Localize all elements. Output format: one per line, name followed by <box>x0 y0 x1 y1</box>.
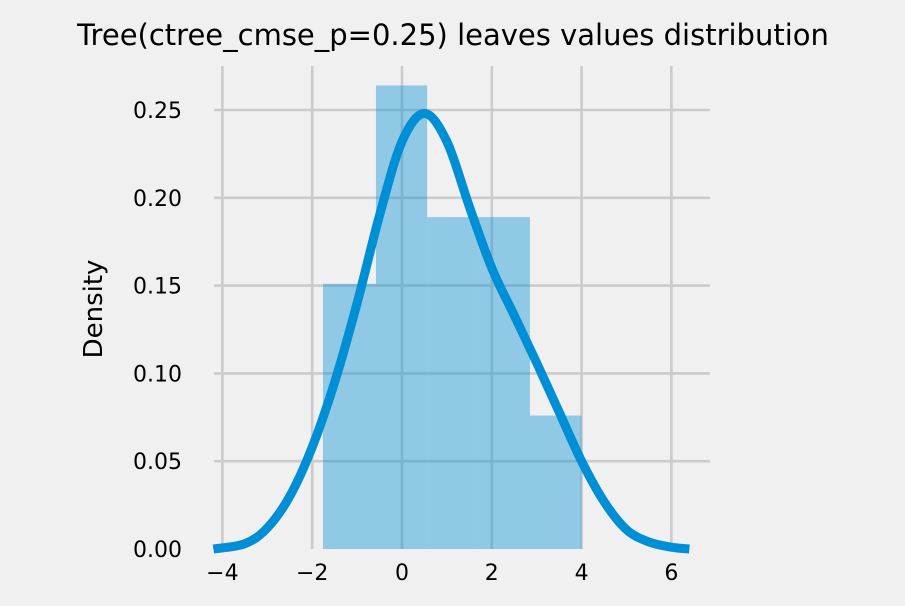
x-tick-label: 6 <box>664 561 678 586</box>
y-tick-label: 0.20 <box>133 187 182 212</box>
kde-curve <box>212 109 690 554</box>
x-tick-label: −2 <box>296 561 328 586</box>
histogram-bar <box>375 85 428 549</box>
histogram-bars <box>322 85 582 549</box>
y-tick-label: 0.15 <box>133 275 182 300</box>
y-tick-label: 0.10 <box>133 362 182 387</box>
histogram-bar <box>478 217 530 549</box>
x-axis-ticks: −4 −2 0 2 4 6 <box>206 561 678 586</box>
x-tick-label: 2 <box>485 561 499 586</box>
x-tick-label: 0 <box>395 561 409 586</box>
histogram-bar <box>427 217 479 549</box>
x-tick-label: −4 <box>206 561 238 586</box>
y-axis-label: Density <box>79 260 109 359</box>
y-tick-label: 0.25 <box>133 99 182 124</box>
y-tick-label: 0.00 <box>133 538 182 563</box>
y-tick-label: 0.05 <box>133 450 182 475</box>
x-tick-label: 4 <box>575 561 589 586</box>
chart-title: Tree(ctree_cmse_p=0.25) leaves values di… <box>76 18 829 52</box>
y-axis-ticks: 0.00 0.05 0.10 0.15 0.20 0.25 <box>133 99 182 563</box>
